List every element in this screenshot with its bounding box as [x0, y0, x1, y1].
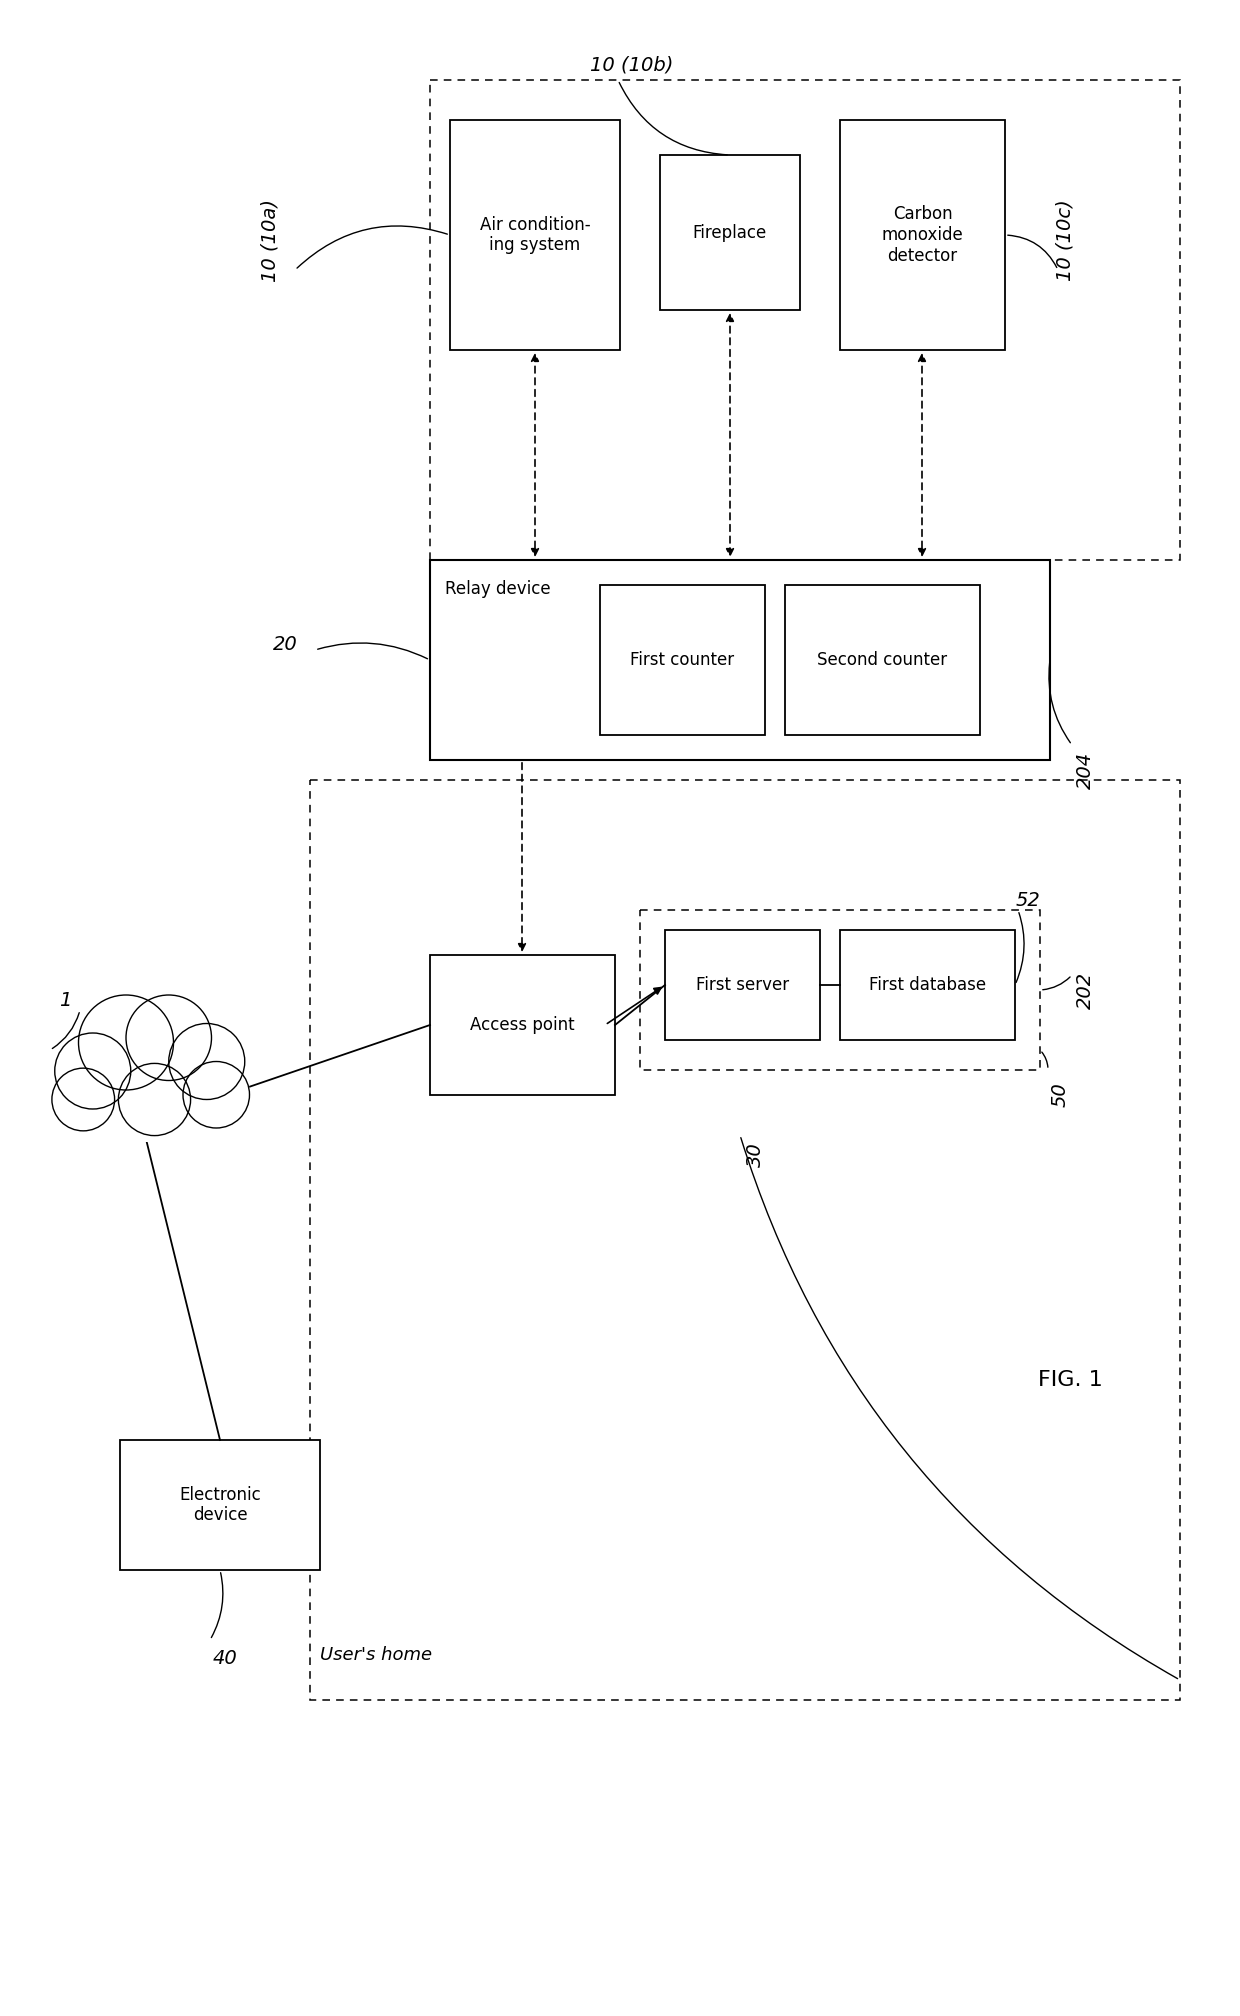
Bar — [120, 1439, 320, 1570]
Bar — [660, 155, 800, 310]
Circle shape — [126, 996, 212, 1081]
Circle shape — [52, 1068, 114, 1131]
Text: 40: 40 — [212, 1649, 237, 1667]
Bar — [450, 121, 620, 351]
Bar — [430, 81, 1180, 560]
Circle shape — [169, 1024, 244, 1099]
Bar — [665, 929, 820, 1040]
Text: Fireplace: Fireplace — [693, 224, 768, 242]
Text: 10 (10a): 10 (10a) — [260, 198, 279, 282]
Bar — [45, 1095, 244, 1143]
Text: 10 (10b): 10 (10b) — [590, 56, 673, 75]
Text: Access point: Access point — [470, 1016, 575, 1034]
Bar — [839, 929, 1016, 1040]
Text: 30: 30 — [745, 1143, 765, 1167]
Bar — [430, 560, 1050, 760]
Text: Electronic
device: Electronic device — [179, 1486, 260, 1524]
Text: 1: 1 — [58, 990, 71, 1010]
Bar — [640, 909, 1040, 1070]
Text: First counter: First counter — [630, 651, 734, 669]
Bar — [785, 585, 980, 736]
Text: Relay device: Relay device — [445, 581, 551, 599]
Circle shape — [55, 1032, 130, 1109]
Text: FIG. 1: FIG. 1 — [1038, 1371, 1102, 1389]
Text: 202: 202 — [1075, 972, 1095, 1008]
Bar — [430, 956, 615, 1095]
Text: User's home: User's home — [320, 1645, 432, 1663]
Text: 10 (10c): 10 (10c) — [1055, 200, 1075, 280]
Text: Internet: Internet — [109, 1097, 181, 1115]
Circle shape — [184, 1062, 249, 1129]
Bar — [310, 780, 1180, 1699]
Text: 204: 204 — [1075, 752, 1095, 788]
Circle shape — [118, 1062, 191, 1135]
Text: First server: First server — [696, 976, 789, 994]
Text: 20: 20 — [273, 635, 298, 655]
Circle shape — [78, 996, 174, 1091]
Text: First database: First database — [869, 976, 986, 994]
Text: Carbon
monoxide
detector: Carbon monoxide detector — [882, 206, 963, 264]
Text: Air condition-
ing system: Air condition- ing system — [480, 216, 590, 254]
Text: 52: 52 — [1016, 891, 1040, 909]
Bar — [600, 585, 765, 736]
Text: Second counter: Second counter — [817, 651, 947, 669]
Text: 50: 50 — [1050, 1083, 1069, 1107]
Bar — [839, 121, 1004, 351]
